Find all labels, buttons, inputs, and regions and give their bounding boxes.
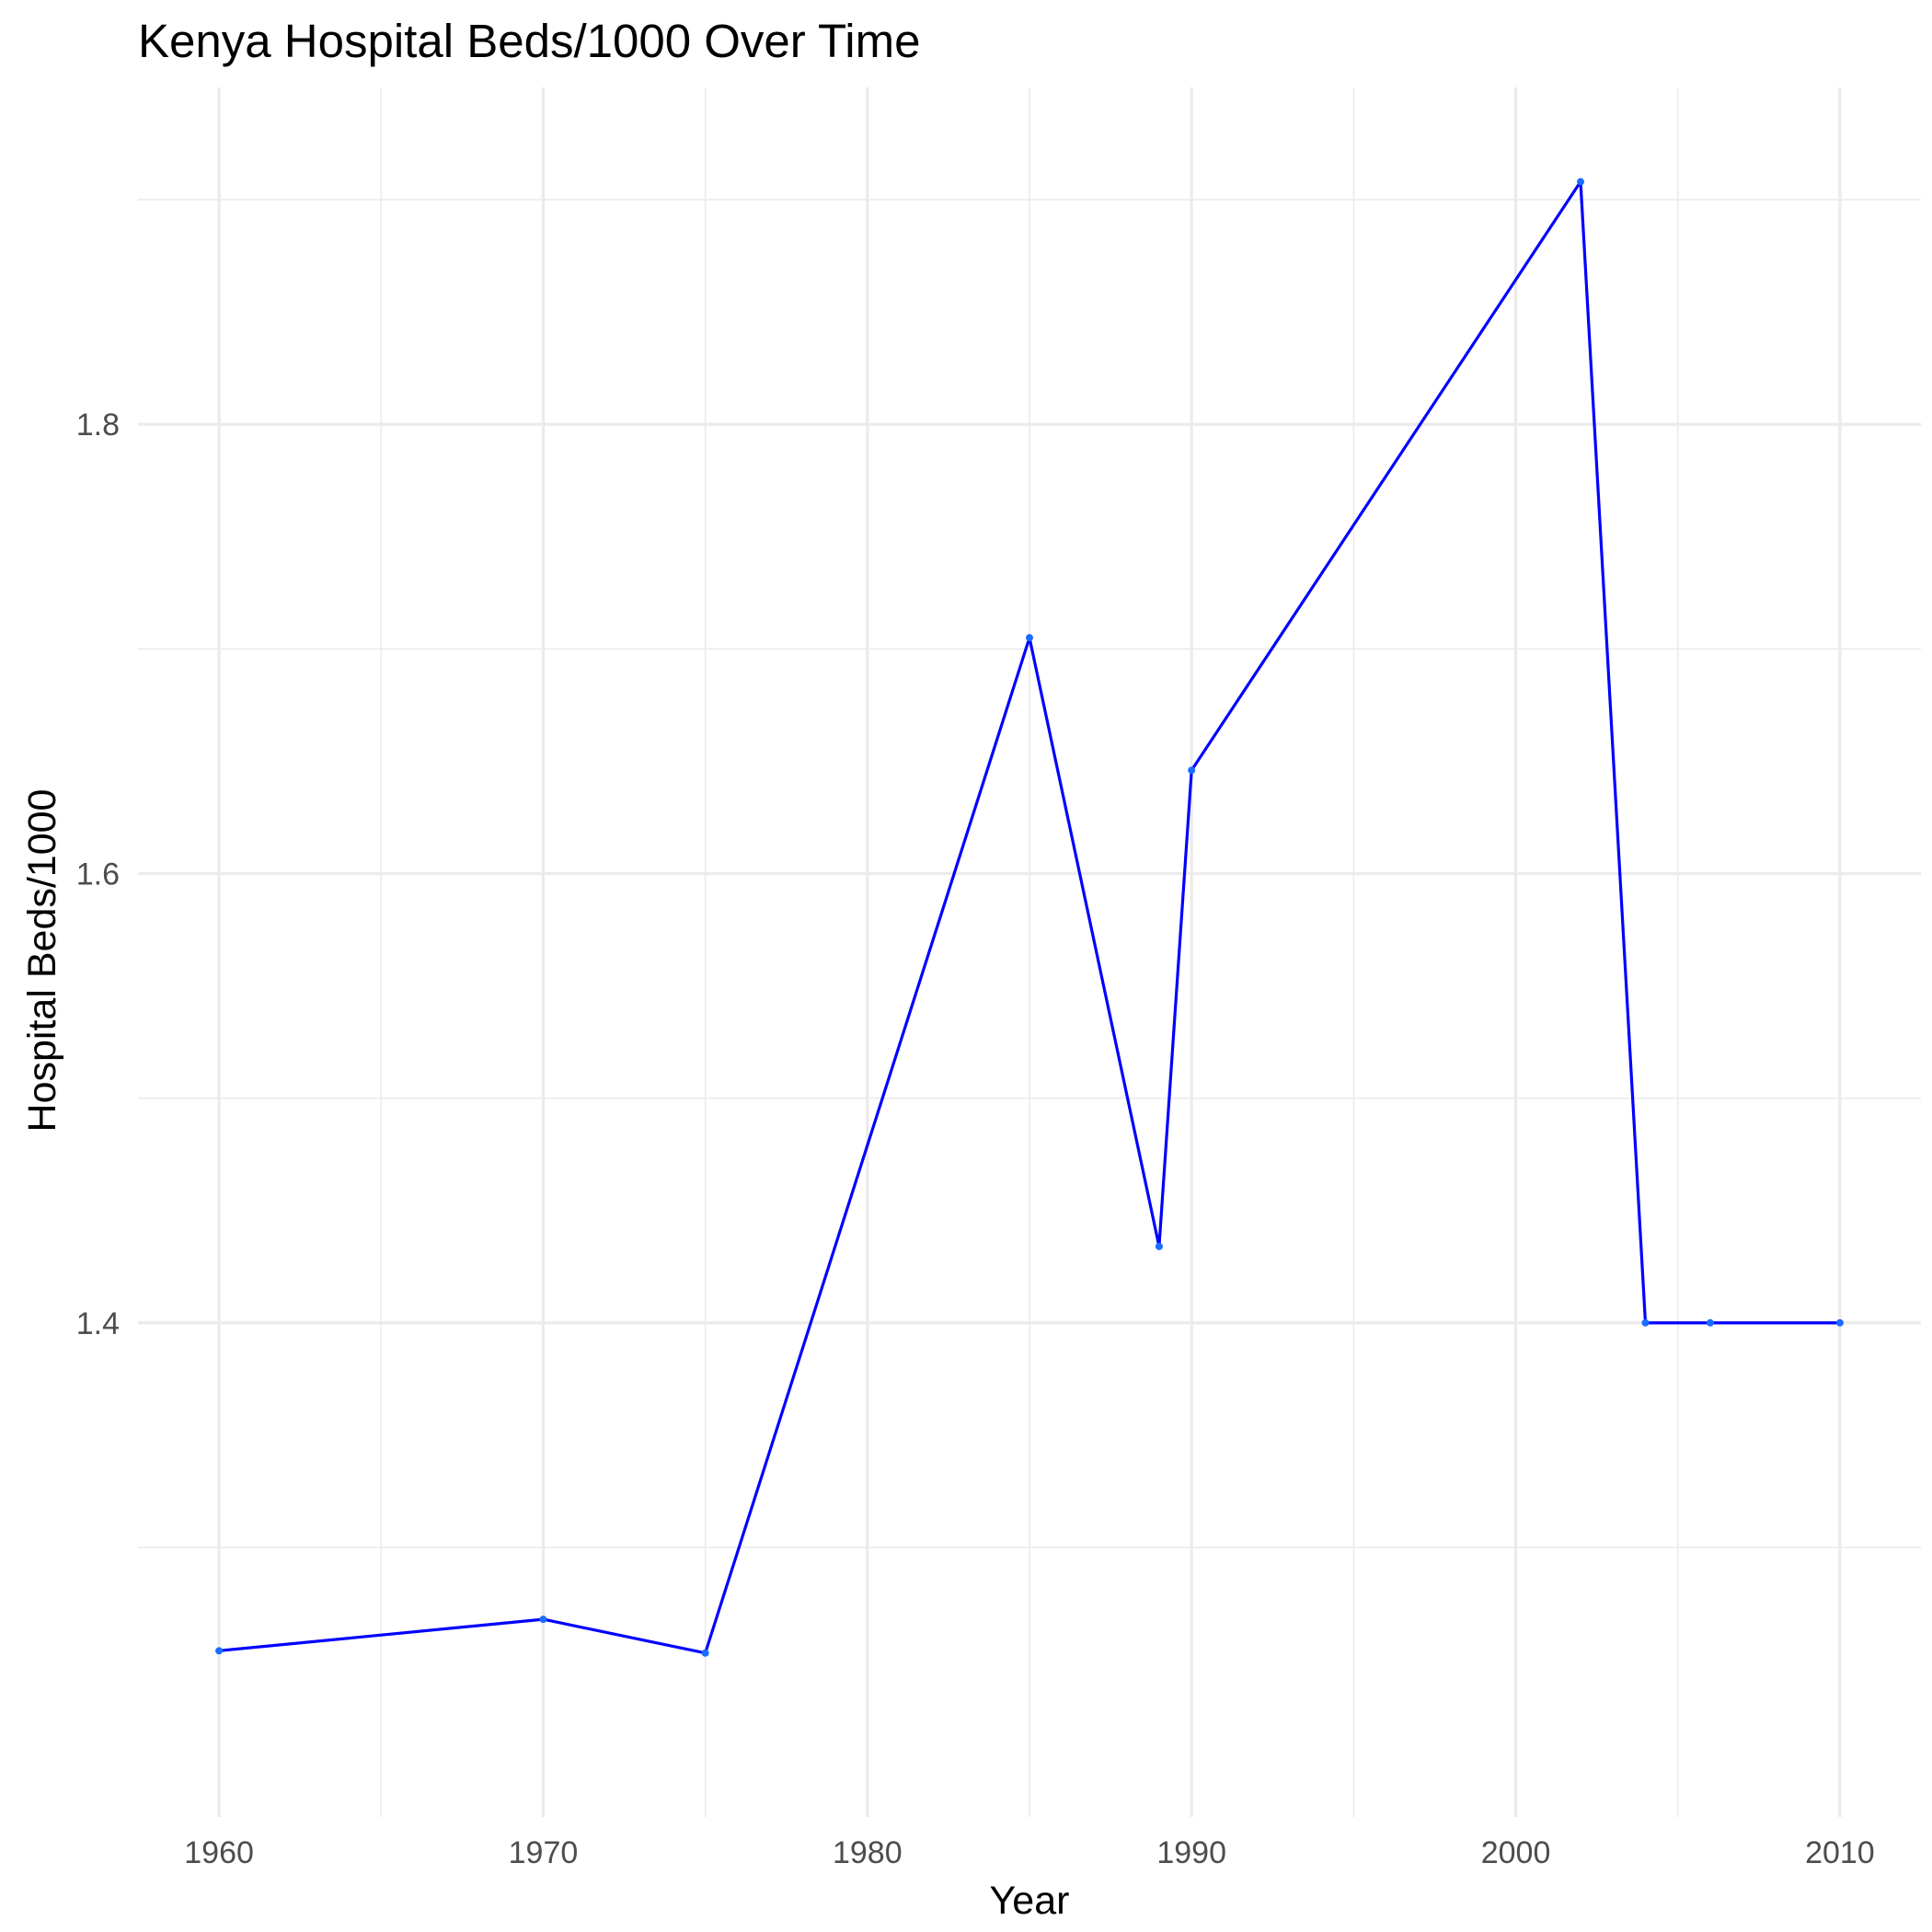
x-tick-label: 1970 [509,1835,579,1870]
chart-title: Kenya Hospital Beds/1000 Over Time [138,15,920,67]
y-axis-ticks: 1.4 1.6 1.8 [76,408,120,1341]
data-point [1026,634,1033,642]
data-point [1835,1318,1844,1327]
x-axis-ticks: 1960 1970 1980 1990 2000 2010 [184,1835,1874,1870]
data-point [215,1647,224,1655]
y-axis-title: Hospital Beds/1000 [20,789,64,1133]
y-tick-label: 1.8 [76,408,120,443]
x-axis-title: Year [990,1879,1070,1923]
series-line [218,179,1840,1655]
y-tick-label: 1.6 [76,857,120,892]
data-point [539,1616,547,1624]
x-tick-label: 1960 [184,1835,254,1870]
grid-lines [138,87,1921,1817]
y-tick-label: 1.4 [76,1306,120,1341]
data-point [1641,1318,1650,1327]
data-point [1577,178,1585,186]
x-tick-label: 2000 [1481,1835,1551,1870]
data-point [701,1649,709,1657]
data-series [215,178,1844,1657]
data-point [1706,1318,1714,1327]
x-tick-label: 1980 [833,1835,903,1870]
data-point [1188,766,1196,775]
data-point [1155,1242,1163,1250]
x-tick-label: 2010 [1805,1835,1875,1870]
x-tick-label: 1990 [1156,1835,1226,1870]
